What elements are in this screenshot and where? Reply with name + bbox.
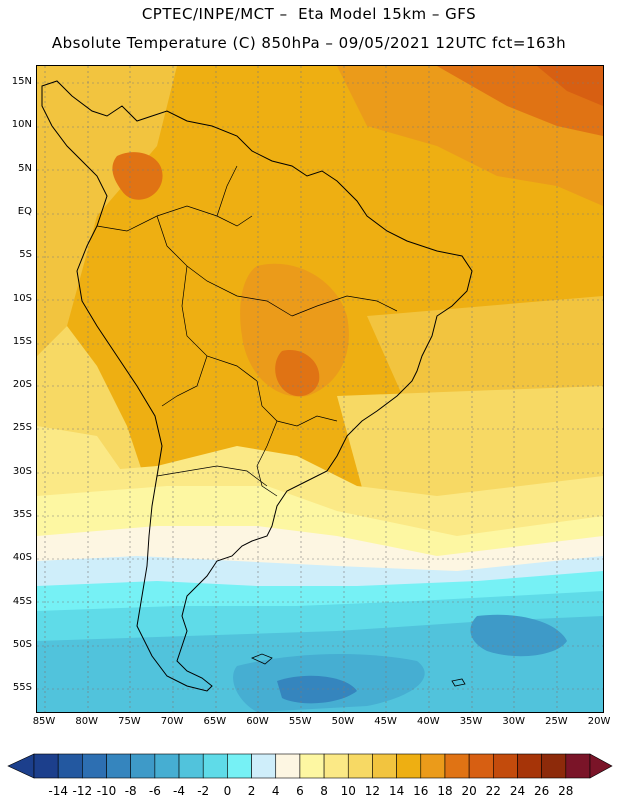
colorbar-label: -4 (173, 784, 186, 798)
longitude-label: 80W (75, 716, 98, 727)
latitude-label: 10N (11, 119, 32, 131)
longitude-label: 30W (502, 716, 525, 727)
colorbar-label: 24 (509, 784, 526, 798)
colorbar-high-arrow (589, 753, 613, 779)
colorbar-label: 26 (534, 784, 550, 798)
colorbar-label: 14 (388, 784, 405, 798)
colorbar-swatch (275, 753, 301, 779)
colorbar-swatch (227, 753, 252, 779)
longitude-label: 55W (288, 716, 312, 727)
latitude-label: 35S (12, 509, 32, 520)
colorbar-swatch (565, 753, 591, 779)
colorbar-swatch (299, 753, 325, 779)
latitude-label: 15S (12, 335, 32, 347)
country-borders (96, 165, 398, 497)
colorbar-label: 28 (558, 784, 574, 798)
colorbar-swatch (347, 753, 373, 779)
colorbar-swatch (106, 753, 131, 779)
interior-hot-core (240, 263, 349, 397)
colorbar-label: 18 (437, 784, 453, 798)
latitude-label: 15N (11, 76, 32, 87)
latitude-label: 25S (12, 422, 32, 434)
longitude-label: 35W (459, 716, 483, 727)
colorbar-swatch (82, 753, 107, 779)
colorbar-label: 12 (364, 784, 381, 798)
latitude-label: 5S (19, 249, 32, 261)
south-america-coastline (41, 80, 473, 692)
latitude-label: 45S (12, 595, 32, 607)
color-scale-bar (7, 753, 613, 779)
colorbar-label: -8 (124, 784, 137, 798)
colorbar-swatch (541, 753, 567, 779)
latitude-label: 10S (12, 292, 32, 304)
temperature-map (36, 65, 604, 713)
colorbar-label: -10 (96, 784, 117, 798)
colorbar-swatch (444, 753, 470, 779)
longitude-label: 60W (246, 716, 269, 727)
longitude-label: 20W (587, 716, 611, 727)
colorbar-swatch (396, 753, 422, 779)
colorbar-label: 20 (461, 784, 477, 798)
colorbar-swatch (202, 753, 228, 779)
longitude-label: 50W (331, 716, 355, 727)
colorbar-label: -6 (148, 784, 161, 798)
graticule (37, 66, 603, 712)
colorbar-label: 10 (340, 784, 356, 798)
colorbar-swatch (57, 753, 83, 779)
colorbar-swatch (251, 753, 277, 779)
colorbar-swatch (372, 753, 397, 779)
colorbar-low-arrow (7, 753, 35, 779)
colorbar-label: 2 (247, 784, 256, 798)
northwest-hot-spot (112, 152, 163, 200)
latitude-label: 40S (12, 552, 32, 564)
colorbar-label: 0 (223, 784, 232, 798)
pacific-tropical-zone (37, 66, 177, 356)
longitude-label: 75W (118, 716, 141, 727)
temperature-field (37, 66, 603, 712)
colorbar-swatch (178, 753, 204, 779)
pantanal-hot-core (275, 350, 320, 397)
colorbar-swatch (33, 753, 59, 779)
map-title-line1: CPTEC/INPE/MCT – Eta Model 15km – GFS (141, 5, 477, 23)
colorbar-label: -2 (197, 784, 210, 798)
longitude-label: 70W (160, 716, 184, 727)
colorbar-label: 8 (320, 784, 328, 798)
colorbar-label: 6 (296, 784, 304, 798)
colorbar-swatch (420, 753, 446, 779)
colorbar-swatch (493, 753, 518, 779)
colorbar-swatch (323, 753, 349, 779)
colorbar-label: 16 (413, 784, 429, 798)
colorbar-label: 4 (271, 784, 280, 798)
colorbar-swatch (517, 753, 542, 779)
colorbar-label: 22 (485, 784, 501, 798)
latitude-label: 55S (12, 682, 32, 694)
colorbar-swatch (468, 753, 494, 779)
colorbar-swatch (154, 753, 180, 779)
colorbar-label: -14 (48, 784, 68, 798)
colorbar-label: -12 (72, 784, 93, 798)
coldest-core (277, 675, 357, 704)
colorbar-swatch (130, 753, 156, 779)
atlantic-hottest-zone (537, 66, 603, 106)
latitude-label: 20S (12, 379, 32, 391)
latitude-label: 50S (12, 638, 32, 650)
longitude-label: 65W (203, 716, 227, 727)
longitude-label: 40W (416, 716, 440, 727)
latitude-label: EQ (17, 205, 32, 217)
longitude-label: 85W (32, 716, 56, 727)
map-title-line2: Absolute Temperature (C) 850hPa – 09/05/… (51, 34, 567, 52)
longitude-label: 25W (545, 716, 568, 727)
falkland-islands (250, 653, 273, 665)
longitude-label: 45W (374, 716, 397, 727)
latitude-label: 30S (12, 465, 32, 477)
latitude-label: 5N (18, 162, 32, 174)
south-georgia-island (451, 678, 466, 687)
